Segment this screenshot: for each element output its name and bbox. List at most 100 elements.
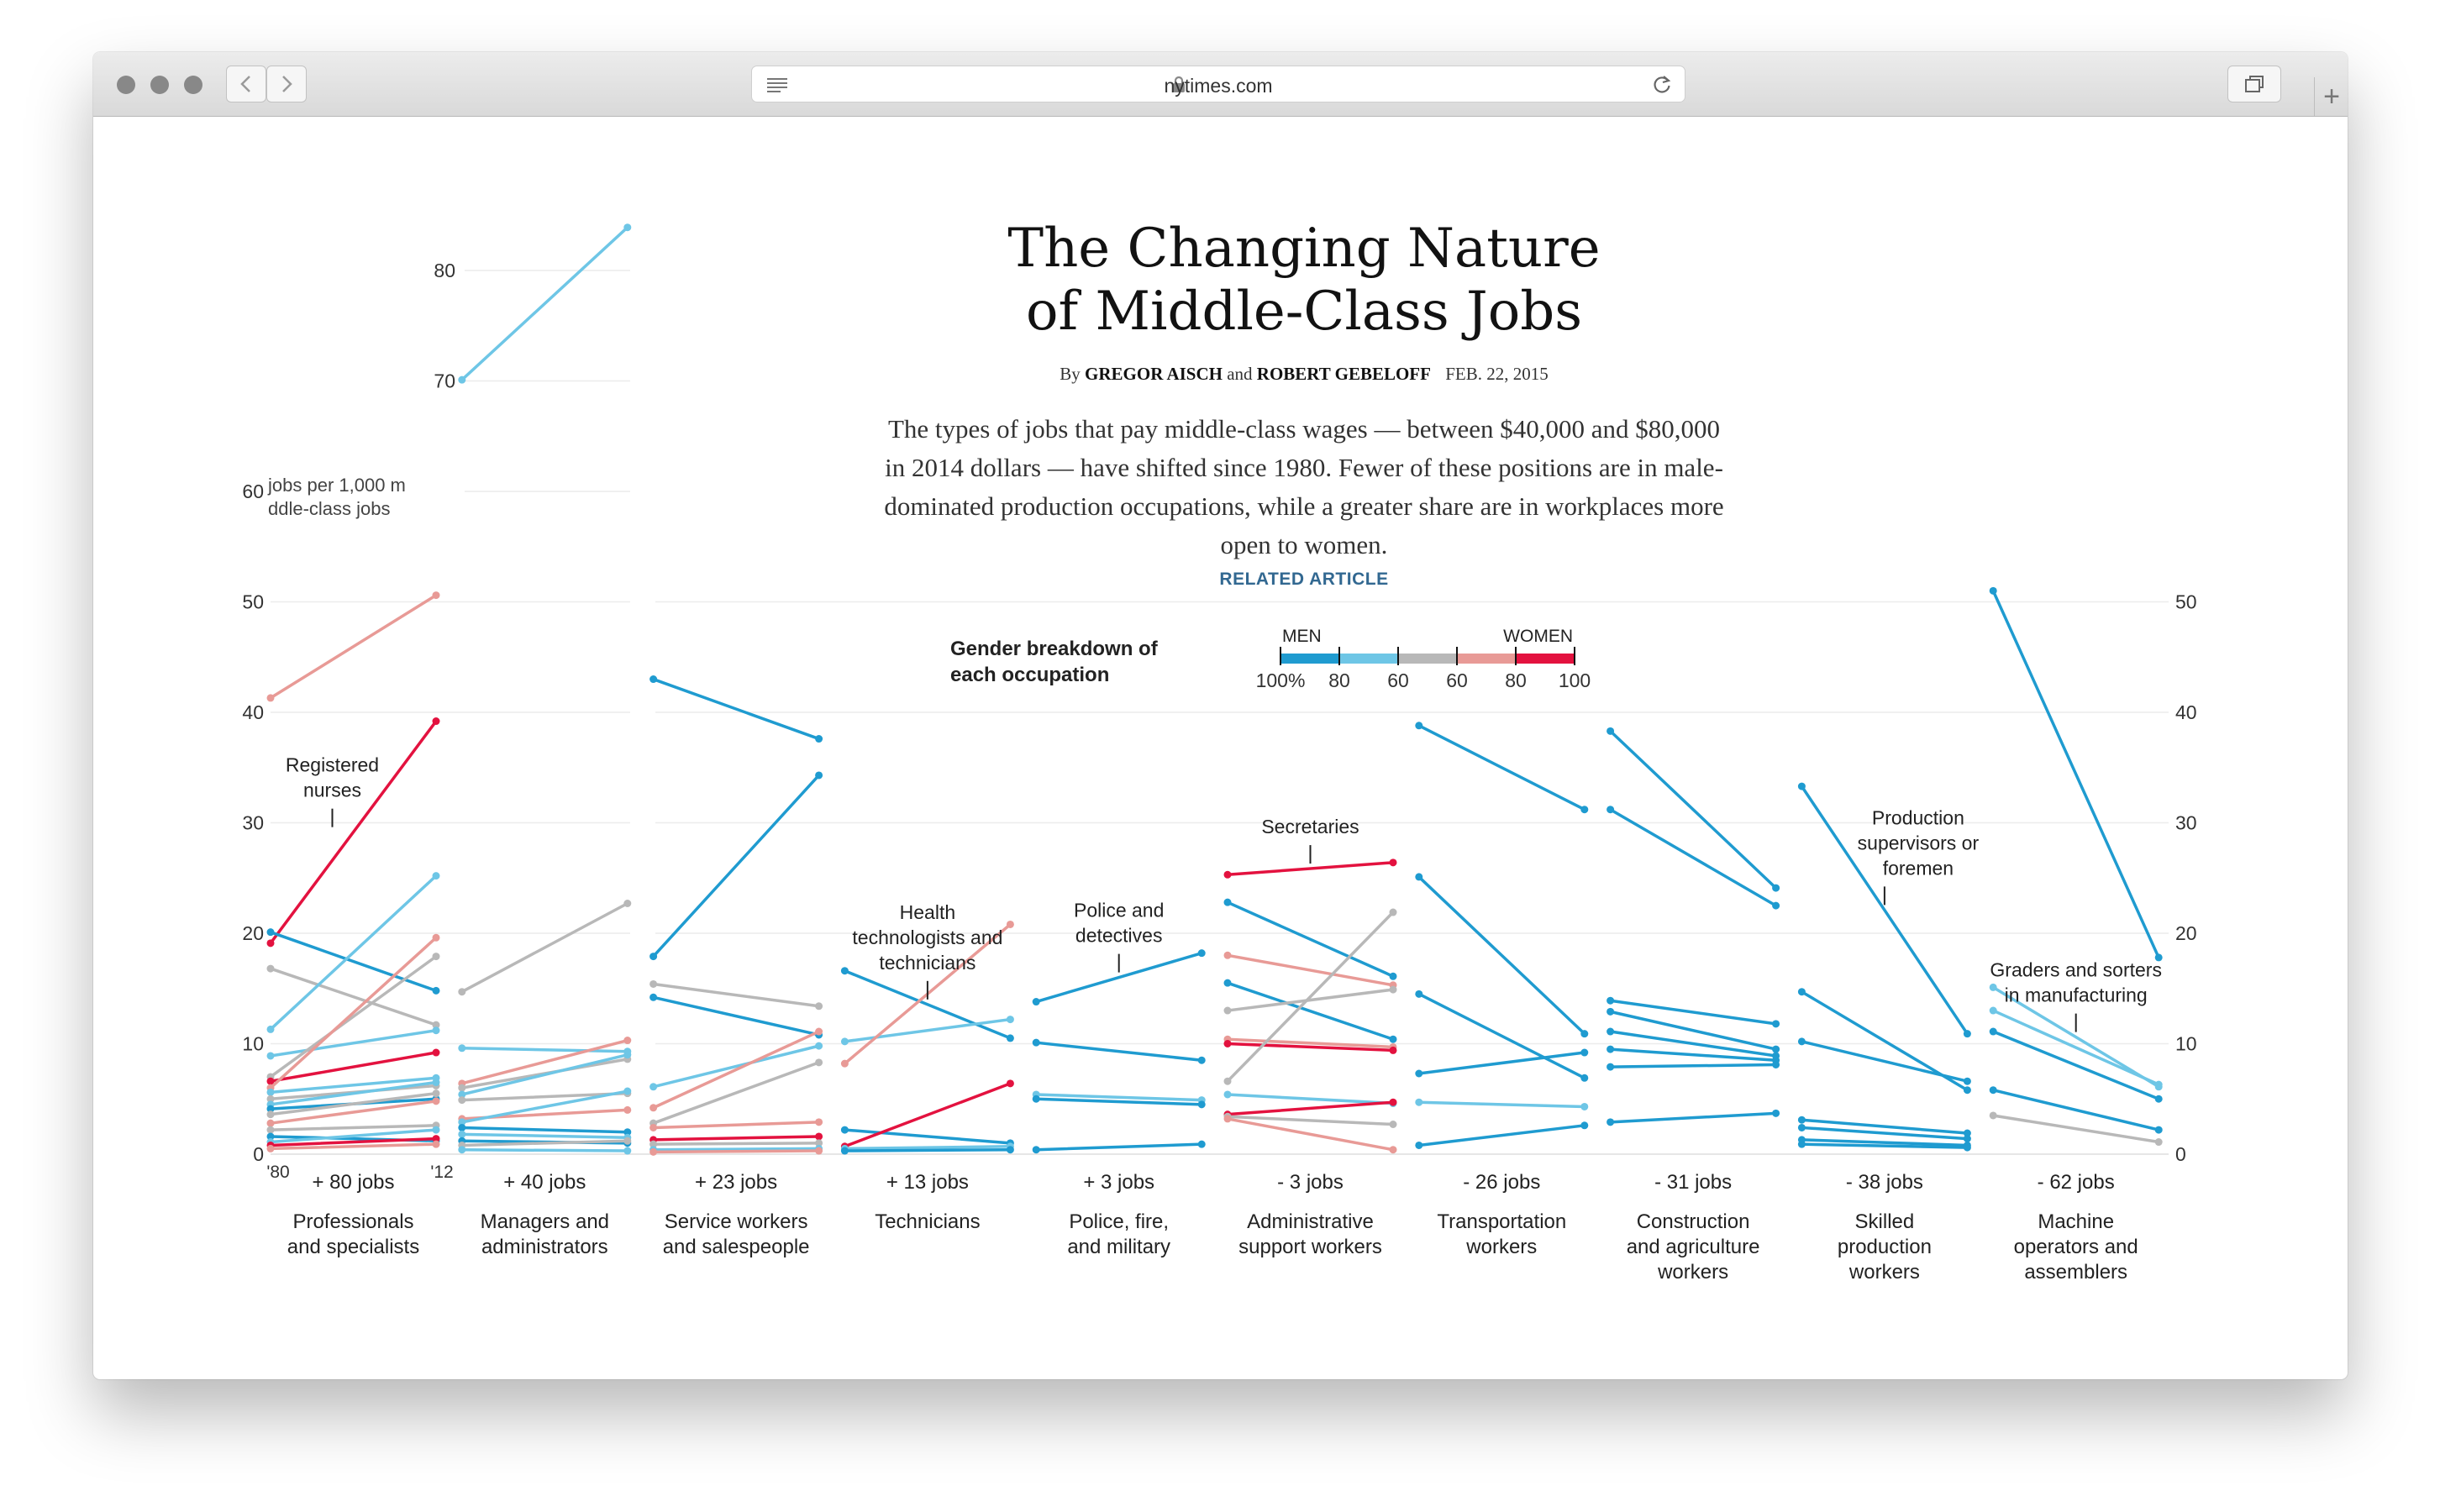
data-point-2012[interactable] [432,1135,440,1143]
data-point-2012[interactable] [1963,1030,1971,1038]
data-point-1980[interactable] [1989,586,1997,595]
data-point-1980[interactable] [266,1052,275,1060]
slope-line[interactable] [460,1126,629,1134]
data-point-2012[interactable] [1197,1056,1206,1064]
slope-line[interactable] [1608,1010,1778,1051]
data-point-1980[interactable] [1607,1007,1615,1016]
slope-line[interactable] [843,1017,1012,1043]
slope-line[interactable] [269,1100,438,1125]
slope-line[interactable] [1226,1100,1395,1116]
data-point-1980[interactable] [840,1147,849,1155]
slope-line[interactable] [1226,900,1395,979]
forward-button[interactable] [266,66,307,102]
slope-line[interactable] [1991,1088,2160,1131]
data-point-2012[interactable] [623,1147,632,1155]
data-point-2012[interactable] [432,933,440,942]
data-point-1980[interactable] [1223,1040,1232,1047]
data-point-1980[interactable] [458,1118,466,1126]
data-point-2012[interactable] [1006,1016,1014,1024]
data-point-2012[interactable] [815,1132,823,1141]
data-point-1980[interactable] [1415,1069,1423,1078]
slope-line[interactable] [269,1028,438,1058]
data-point-2012[interactable] [2154,1138,2163,1147]
slope-line[interactable] [269,1091,438,1116]
slope-line[interactable] [1226,911,1395,1083]
data-point-1980[interactable] [266,1105,275,1113]
slope-line[interactable] [460,1047,629,1053]
slope-line[interactable] [1226,861,1395,877]
slope-line[interactable] [269,1128,438,1144]
data-point-1980[interactable] [266,1132,275,1141]
slope-line[interactable] [843,1128,1012,1145]
slope-line[interactable] [1991,1114,2160,1144]
data-point-1980[interactable] [649,1104,658,1112]
slope-line[interactable] [651,1061,821,1125]
data-point-1980[interactable] [1797,1123,1806,1131]
data-point-1980[interactable] [1989,1086,1997,1095]
data-point-1980[interactable] [1415,873,1423,881]
data-point-2012[interactable] [432,953,440,961]
slope-line[interactable] [843,969,1012,1040]
data-point-1980[interactable] [458,988,466,996]
slope-line[interactable] [269,954,438,1079]
data-point-1980[interactable] [458,1090,466,1099]
data-point-1980[interactable] [266,1088,275,1096]
slope-line[interactable] [651,1135,821,1142]
slope-line[interactable] [269,1137,438,1147]
data-point-2012[interactable] [1197,1140,1206,1148]
data-point-2012[interactable] [1389,985,1397,994]
data-point-1980[interactable] [1415,990,1423,998]
data-point-2012[interactable] [1772,1060,1780,1068]
slope-line[interactable] [460,1053,629,1096]
slope-line[interactable] [1800,1126,1969,1141]
slope-line[interactable] [1800,1142,1969,1149]
data-point-2012[interactable] [623,1037,632,1045]
slope-line[interactable] [269,1080,438,1106]
slope-line[interactable] [460,1091,629,1102]
slope-line[interactable] [843,1145,1012,1151]
slope-line[interactable] [460,1132,629,1140]
data-point-2012[interactable] [1006,920,1014,928]
minimize-dot-icon[interactable] [150,76,169,94]
data-point-2012[interactable] [815,1042,823,1050]
tabs-button[interactable] [2227,66,2281,102]
slope-line[interactable] [1226,981,1395,1041]
related-article-link[interactable]: RELATED ARTICLE [1219,570,1389,589]
data-point-2012[interactable] [1389,1120,1397,1128]
slope-line[interactable] [1608,729,1778,890]
data-point-2012[interactable] [432,1048,440,1057]
slope-line[interactable] [269,874,438,1032]
data-point-1980[interactable] [1607,1045,1615,1053]
data-point-1980[interactable] [1989,1111,1997,1120]
data-point-1980[interactable] [1607,806,1615,814]
data-point-2012[interactable] [2154,1095,2163,1103]
data-point-2012[interactable] [1963,1143,1971,1152]
data-point-2012[interactable] [432,1079,440,1087]
slope-line[interactable] [1226,988,1395,1012]
slope-line[interactable] [1034,1093,1203,1102]
data-point-1980[interactable] [840,1126,849,1134]
address-bar[interactable]: nytimes.com [751,66,1685,102]
data-point-1980[interactable] [649,1140,658,1148]
zoom-dot-icon[interactable] [184,76,202,94]
data-point-1980[interactable] [1032,1095,1040,1103]
slope-line[interactable] [1226,1115,1395,1126]
data-point-1980[interactable] [1607,996,1615,1005]
slope-line[interactable] [269,1124,438,1131]
data-point-1980[interactable] [1797,988,1806,996]
slope-line[interactable] [651,1044,821,1089]
data-point-2012[interactable] [432,717,440,726]
slope-line[interactable] [651,1121,821,1130]
data-point-2012[interactable] [623,1128,632,1137]
data-point-2012[interactable] [623,1137,632,1145]
data-point-1980[interactable] [458,375,466,384]
close-dot-icon[interactable] [117,76,135,94]
slope-line[interactable] [651,1149,821,1154]
data-point-1980[interactable] [266,1110,275,1119]
data-point-1980[interactable] [1223,979,1232,987]
data-point-2012[interactable] [815,771,823,780]
data-point-2012[interactable] [1580,1030,1589,1038]
slope-line[interactable] [1034,1041,1203,1062]
slope-line[interactable] [1800,1118,1969,1135]
data-point-1980[interactable] [1797,1116,1806,1124]
